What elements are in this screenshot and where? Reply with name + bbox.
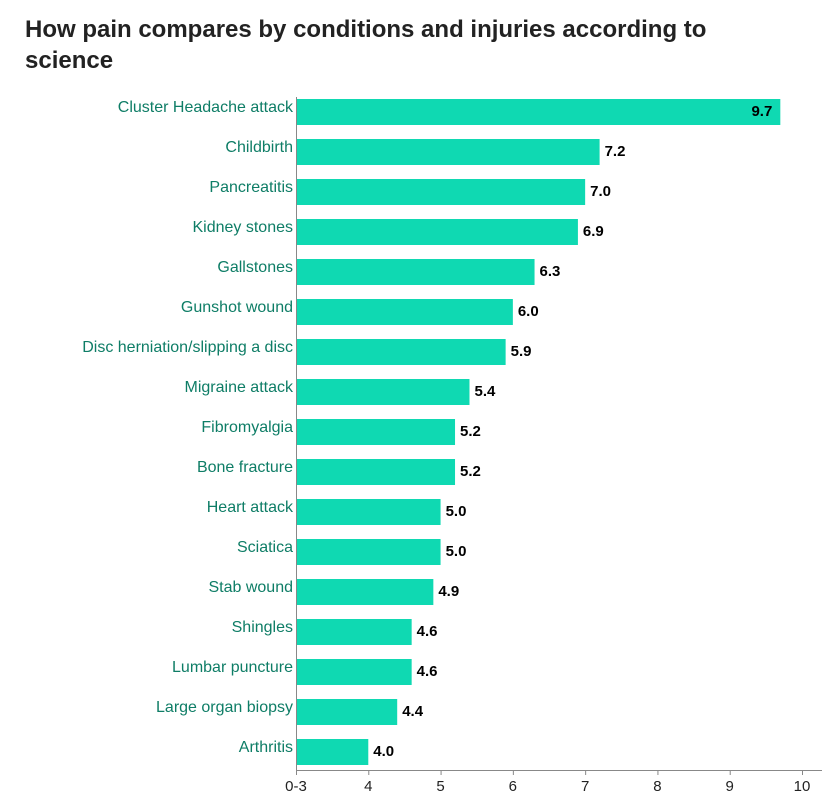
bar (296, 499, 441, 525)
value-label: 6.9 (583, 223, 604, 240)
value-label: 4.0 (373, 743, 394, 760)
category-label: Arthritis (239, 739, 293, 756)
bar (296, 539, 441, 565)
category-label: Fibromyalgia (201, 419, 293, 436)
value-label: 5.2 (460, 423, 481, 440)
x-tick-label: 5 (436, 778, 444, 795)
value-label: 4.6 (417, 623, 438, 640)
value-label: 9.7 (751, 103, 772, 120)
x-tick-label: 7 (581, 778, 589, 795)
category-label: Kidney stones (192, 219, 293, 236)
value-label: 5.0 (446, 503, 467, 520)
bar (296, 579, 434, 605)
x-tick-label: 10 (794, 778, 811, 795)
bar (296, 259, 535, 285)
category-label: Shingles (232, 619, 293, 636)
bar (296, 739, 369, 765)
category-label: Childbirth (225, 139, 293, 156)
bar (296, 99, 781, 125)
bar (296, 139, 600, 165)
bar (296, 219, 578, 245)
bar (296, 619, 412, 645)
bar (296, 299, 513, 325)
value-label: 4.6 (417, 663, 438, 680)
bar (296, 179, 586, 205)
bars-group (296, 99, 781, 765)
value-label: 5.2 (460, 463, 481, 480)
category-label: Cluster Headache attack (118, 99, 294, 116)
bar (296, 419, 456, 445)
category-label: Disc herniation/slipping a disc (82, 339, 293, 356)
bar (296, 699, 398, 725)
x-tick-label: 0-3 (285, 778, 307, 795)
x-tick-label: 9 (726, 778, 734, 795)
axes-group: 0-3 4 5 6 7 8 9 10 (285, 97, 822, 795)
x-tick-label: 4 (364, 778, 372, 795)
category-label: Heart attack (207, 499, 294, 516)
category-label: Pancreatitis (209, 179, 293, 196)
x-tick-label: 6 (509, 778, 517, 795)
value-label: 6.0 (518, 303, 539, 320)
bar (296, 379, 470, 405)
category-label: Gunshot wound (181, 299, 293, 316)
category-label: Lumbar puncture (172, 659, 293, 676)
category-label: Sciatica (237, 539, 293, 556)
value-label: 5.9 (511, 343, 532, 360)
value-label: 4.9 (438, 583, 459, 600)
bar (296, 659, 412, 685)
value-label: 4.4 (402, 703, 424, 720)
value-labels: 9.7 7.2 7.0 6.9 6.3 6.0 5.9 5.4 5.2 5.2 5.0 5.0 4.9 4… (373, 103, 772, 760)
category-label: Large organ biopsy (156, 699, 293, 716)
value-label: 6.3 (540, 263, 561, 280)
value-label: 5.4 (474, 383, 496, 400)
bar (296, 459, 456, 485)
category-label: Bone fracture (197, 459, 293, 476)
value-label: 7.0 (590, 183, 611, 200)
category-label: Stab wound (208, 579, 293, 596)
category-label: Migraine attack (185, 379, 294, 396)
value-label: 7.2 (605, 143, 626, 160)
category-labels: Cluster Headache attack Childbirth Pancrea… (82, 99, 294, 756)
chart-title: How pain compares by conditions and inju… (25, 16, 707, 74)
x-tick-label: 8 (653, 778, 661, 795)
category-label: Gallstones (217, 259, 293, 276)
value-label: 5.0 (446, 543, 467, 560)
bar (296, 339, 506, 365)
